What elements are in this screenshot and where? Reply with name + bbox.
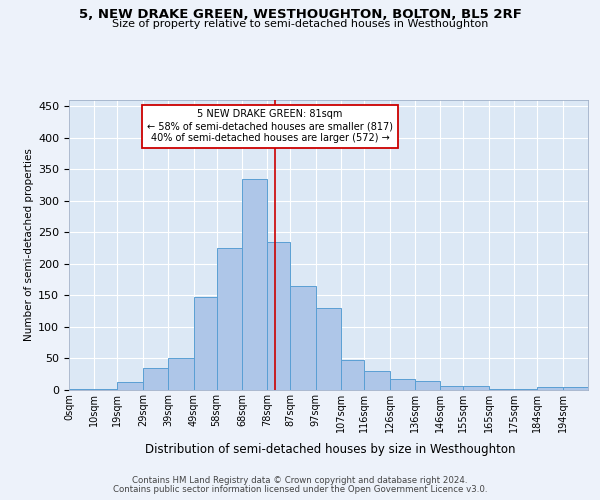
Text: 5 NEW DRAKE GREEN: 81sqm
← 58% of semi-detached houses are smaller (817)
40% of : 5 NEW DRAKE GREEN: 81sqm ← 58% of semi-d… (147, 110, 393, 142)
Bar (94, 388, 118, 390)
Bar (537, 387, 563, 390)
Bar (168, 358, 194, 390)
Y-axis label: Number of semi-detached properties: Number of semi-detached properties (24, 148, 34, 342)
Bar (341, 360, 364, 390)
Bar (463, 386, 489, 390)
Bar (563, 388, 588, 390)
Bar (389, 378, 415, 390)
Text: 5, NEW DRAKE GREEN, WESTHOUGHTON, BOLTON, BL5 2RF: 5, NEW DRAKE GREEN, WESTHOUGHTON, BOLTON… (79, 8, 521, 20)
Bar (316, 308, 341, 390)
Bar (364, 371, 389, 390)
Bar (69, 388, 94, 390)
Bar (194, 296, 217, 390)
Text: Contains public sector information licensed under the Open Government Licence v3: Contains public sector information licen… (113, 485, 487, 494)
Bar (217, 248, 242, 390)
Bar (440, 386, 463, 390)
Text: Contains HM Land Registry data © Crown copyright and database right 2024.: Contains HM Land Registry data © Crown c… (132, 476, 468, 485)
Bar (489, 388, 514, 390)
Bar (242, 179, 268, 390)
Bar (118, 382, 143, 390)
Bar (290, 286, 316, 390)
Bar (268, 242, 290, 390)
Bar (143, 368, 168, 390)
Text: Size of property relative to semi-detached houses in Westhoughton: Size of property relative to semi-detach… (112, 19, 488, 29)
Text: Distribution of semi-detached houses by size in Westhoughton: Distribution of semi-detached houses by … (145, 442, 515, 456)
Bar (415, 380, 440, 390)
Bar (514, 388, 537, 390)
